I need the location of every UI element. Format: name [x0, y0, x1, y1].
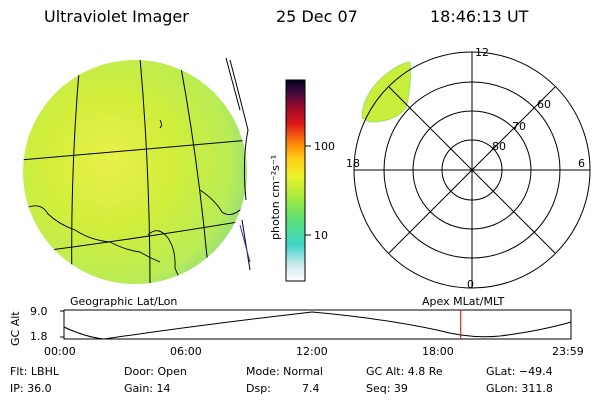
earth-disk: [23, 60, 247, 284]
glon-info: GLon: 311.8: [486, 382, 553, 395]
filter-info: Flt: LBHL: [10, 365, 59, 378]
ip-info: IP: 36.0: [10, 382, 52, 395]
longitude-line: [241, 219, 251, 271]
x-tick-label: 06:00: [170, 345, 202, 358]
x-tick-label: 00:00: [44, 345, 76, 358]
orbit-plot: [60, 309, 572, 340]
uv-earth-image: [23, 57, 251, 284]
lat-label-70: 70: [512, 120, 526, 133]
orbit-ylabel: GC Alt: [9, 311, 22, 346]
mode-info: Mode: Normal: [246, 365, 323, 378]
coastline: [23, 205, 161, 263]
dsp-value: 7.4: [302, 382, 320, 395]
gain-info: Gain: 14: [124, 382, 171, 395]
lat-label-80: 80: [492, 140, 506, 153]
mlt-label-18: 18: [346, 157, 360, 170]
orbit-right-title: Apex MLat/MLT: [422, 295, 505, 308]
colorbar: [285, 79, 311, 282]
lat-label-60: 60: [537, 98, 551, 111]
mlt-label-0: 0: [467, 278, 474, 291]
coastline: [159, 119, 162, 129]
longitude-line: [139, 60, 151, 284]
dsp-label: Dsp:: [246, 382, 271, 395]
x-tick-label: 18:00: [422, 345, 454, 358]
colorbar-unit-label: photon cm⁻²s⁻¹: [269, 154, 282, 240]
altitude-curve: [63, 311, 572, 340]
longitude-line: [225, 57, 241, 111]
orbit-left-title: Geographic Lat/Lon: [70, 295, 178, 308]
app-title: Ultraviolet Imager: [44, 7, 189, 26]
gc-alt-info: GC Alt: 4.8 Re: [366, 365, 443, 378]
time-label: 18:46:13 UT: [430, 7, 529, 26]
auroral-oval: [361, 61, 411, 123]
latitude-line: [23, 139, 247, 161]
x-tick-label: 23:59: [552, 345, 584, 358]
coastline: [239, 224, 251, 263]
longitude-line: [71, 60, 81, 284]
polar-diagonal: [388, 86, 556, 254]
seq-info: Seq: 39: [366, 382, 408, 395]
x-tick-label: 12:00: [296, 345, 328, 358]
orbit-frame: [63, 309, 572, 340]
polar-plot: [353, 51, 591, 289]
glat-info: GLat: −49.4: [486, 365, 553, 378]
mlt-label-6: 6: [578, 157, 585, 170]
y-tick-label: 9.0: [30, 305, 48, 318]
colorbar-tick-10: 10: [314, 229, 328, 242]
door-info: Door: Open: [124, 365, 187, 378]
colorbar-tick-100: 100: [314, 140, 335, 153]
mlt-label-12: 12: [475, 46, 489, 59]
coastline: [229, 59, 249, 201]
colorbar-gradient: [285, 79, 306, 282]
y-tick-label: 1.8: [30, 330, 48, 343]
date-label: 25 Dec 07: [276, 7, 358, 26]
